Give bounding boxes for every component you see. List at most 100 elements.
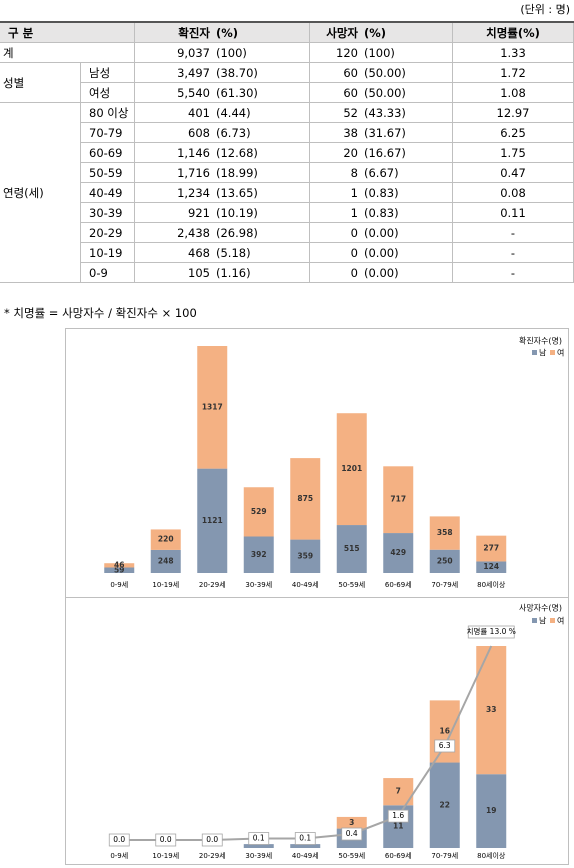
data-row: 여성 5,540 (61.30) 60 (50.00) 1.08 [0, 82, 574, 103]
cell: (38.70) [213, 62, 310, 83]
legend-label: 여 [557, 616, 564, 626]
cell: (26.98) [213, 222, 310, 243]
cell: 0.11 [452, 202, 574, 223]
data-label: 11 [393, 822, 403, 831]
header-cell: (%) [361, 21, 453, 43]
header-cell: 사망자 [309, 21, 361, 43]
cell: 8 [309, 162, 361, 183]
data-row: 60-69 1,146 (12.68) 20 (16.67) 1.75 [0, 142, 574, 163]
data-label: 429 [390, 548, 406, 557]
data-label: 치명률 13.0 % [467, 626, 516, 636]
header-row: 구 분 확진자 (%) 사망자 (%) 치명률(%) [0, 21, 574, 43]
x-tick-label: 10-19세 [152, 580, 179, 589]
label-box [467, 625, 515, 639]
x-tick-label: 60-69세 [385, 851, 412, 860]
data-label: 16 [440, 726, 450, 735]
data-row: 10-19 468 (5.18) 0 (0.00) - [0, 242, 574, 263]
cell: (0.83) [361, 182, 453, 203]
legend-swatch [550, 618, 555, 623]
data-row: 0-9 105 (1.16) 0 (0.00) - [0, 262, 574, 283]
x-tick-label: 20-29세 [199, 851, 226, 860]
bar-segment [197, 468, 228, 573]
data-row: 20-29 2,438 (26.98) 0 (0.00) - [0, 222, 574, 243]
x-tick-label: 30-39세 [245, 851, 272, 860]
row-label: 60-69 [80, 142, 135, 163]
cell: 1.08 [452, 82, 574, 103]
label-box [248, 832, 270, 845]
data-label: 46 [114, 560, 124, 569]
row-label: 70-79 [80, 122, 135, 143]
bar-segment [104, 563, 135, 568]
header-cell: (%) [213, 21, 310, 43]
bar-segment [150, 549, 181, 573]
cell: (18.99) [213, 162, 310, 183]
cell: - [452, 222, 574, 243]
total-row: 계 9,037 (100) 120 (100) 1.33 [0, 42, 574, 63]
data-row: 성별 남성 3,497 (38.70) 60 (50.00) 1.72 [0, 62, 574, 103]
x-tick-label: 50-59세 [338, 580, 365, 589]
group-label: 성별 [0, 62, 81, 103]
label-box [341, 827, 363, 841]
cell: (0.00) [361, 242, 453, 263]
bar-segment [243, 536, 274, 573]
data-label: 1317 [202, 402, 223, 411]
legend-label: 여 [557, 348, 564, 358]
cell: 0.08 [452, 182, 574, 203]
cell: 105 [134, 262, 213, 283]
row-label: 계 [0, 42, 135, 63]
data-label: 875 [297, 494, 313, 503]
data-label: 1121 [202, 516, 223, 525]
cell: 1.75 [452, 142, 574, 163]
data-label: 220 [158, 535, 174, 544]
bar-segment [476, 774, 507, 848]
row-label: 30-39 [80, 202, 135, 223]
legend-label: 남 [539, 349, 547, 358]
x-tick-label: 0-9세 [110, 851, 128, 860]
cell: 5,540 [134, 82, 213, 103]
cell: 0.47 [452, 162, 574, 183]
cell: - [452, 242, 574, 263]
x-tick-label: 60-69세 [385, 580, 412, 589]
cell: (50.00) [361, 82, 453, 103]
data-label: 359 [297, 551, 313, 560]
cell: 0 [309, 242, 361, 263]
x-tick-label: 40-49세 [292, 580, 319, 589]
cell: (100) [213, 42, 310, 63]
cell: (1.16) [213, 262, 310, 283]
row-label: 20-29 [80, 222, 135, 243]
cell: 0 [309, 222, 361, 243]
bar-segment [336, 525, 367, 573]
row-label: 10-19 [80, 242, 135, 263]
label-box [155, 833, 177, 847]
bar-segment [429, 549, 460, 573]
cell: (61.30) [213, 82, 310, 103]
group-label: 연령(세) [0, 102, 81, 283]
data-row: 40-49 1,234 (13.65) 1 (0.83) 0.08 [0, 182, 574, 203]
legend-title: 사망자수(명) [519, 603, 562, 613]
data-label: 1201 [341, 464, 362, 473]
cell: 3,497 [134, 62, 213, 83]
row-label: 50-59 [80, 162, 135, 183]
row-label: 0-9 [80, 262, 135, 283]
x-tick-label: 80세이상 [477, 580, 506, 589]
cell: (12.68) [213, 142, 310, 163]
x-tick-label: 0-9세 [110, 580, 128, 589]
cell: 38 [309, 122, 361, 143]
cell: (10.19) [213, 202, 310, 223]
cell: - [452, 262, 574, 283]
row-label: 여성 [80, 82, 135, 103]
data-label: 3 [349, 818, 354, 827]
bar-segment [383, 533, 414, 573]
data-row: 30-39 921 (10.19) 1 (0.83) 0.11 [0, 202, 574, 223]
cell: (31.67) [361, 122, 453, 143]
cell: 1.72 [452, 62, 574, 83]
cell: 608 [134, 122, 213, 143]
bar-segment [150, 529, 181, 550]
x-tick-label: 10-19세 [152, 851, 179, 860]
data-label: 6.3 [439, 741, 451, 750]
cell: (16.67) [361, 142, 453, 163]
bar-segment [243, 844, 274, 848]
cell: 1 [309, 182, 361, 203]
footnote: * 치명률 = 사망자수 / 확진자수 × 100 [4, 306, 197, 320]
